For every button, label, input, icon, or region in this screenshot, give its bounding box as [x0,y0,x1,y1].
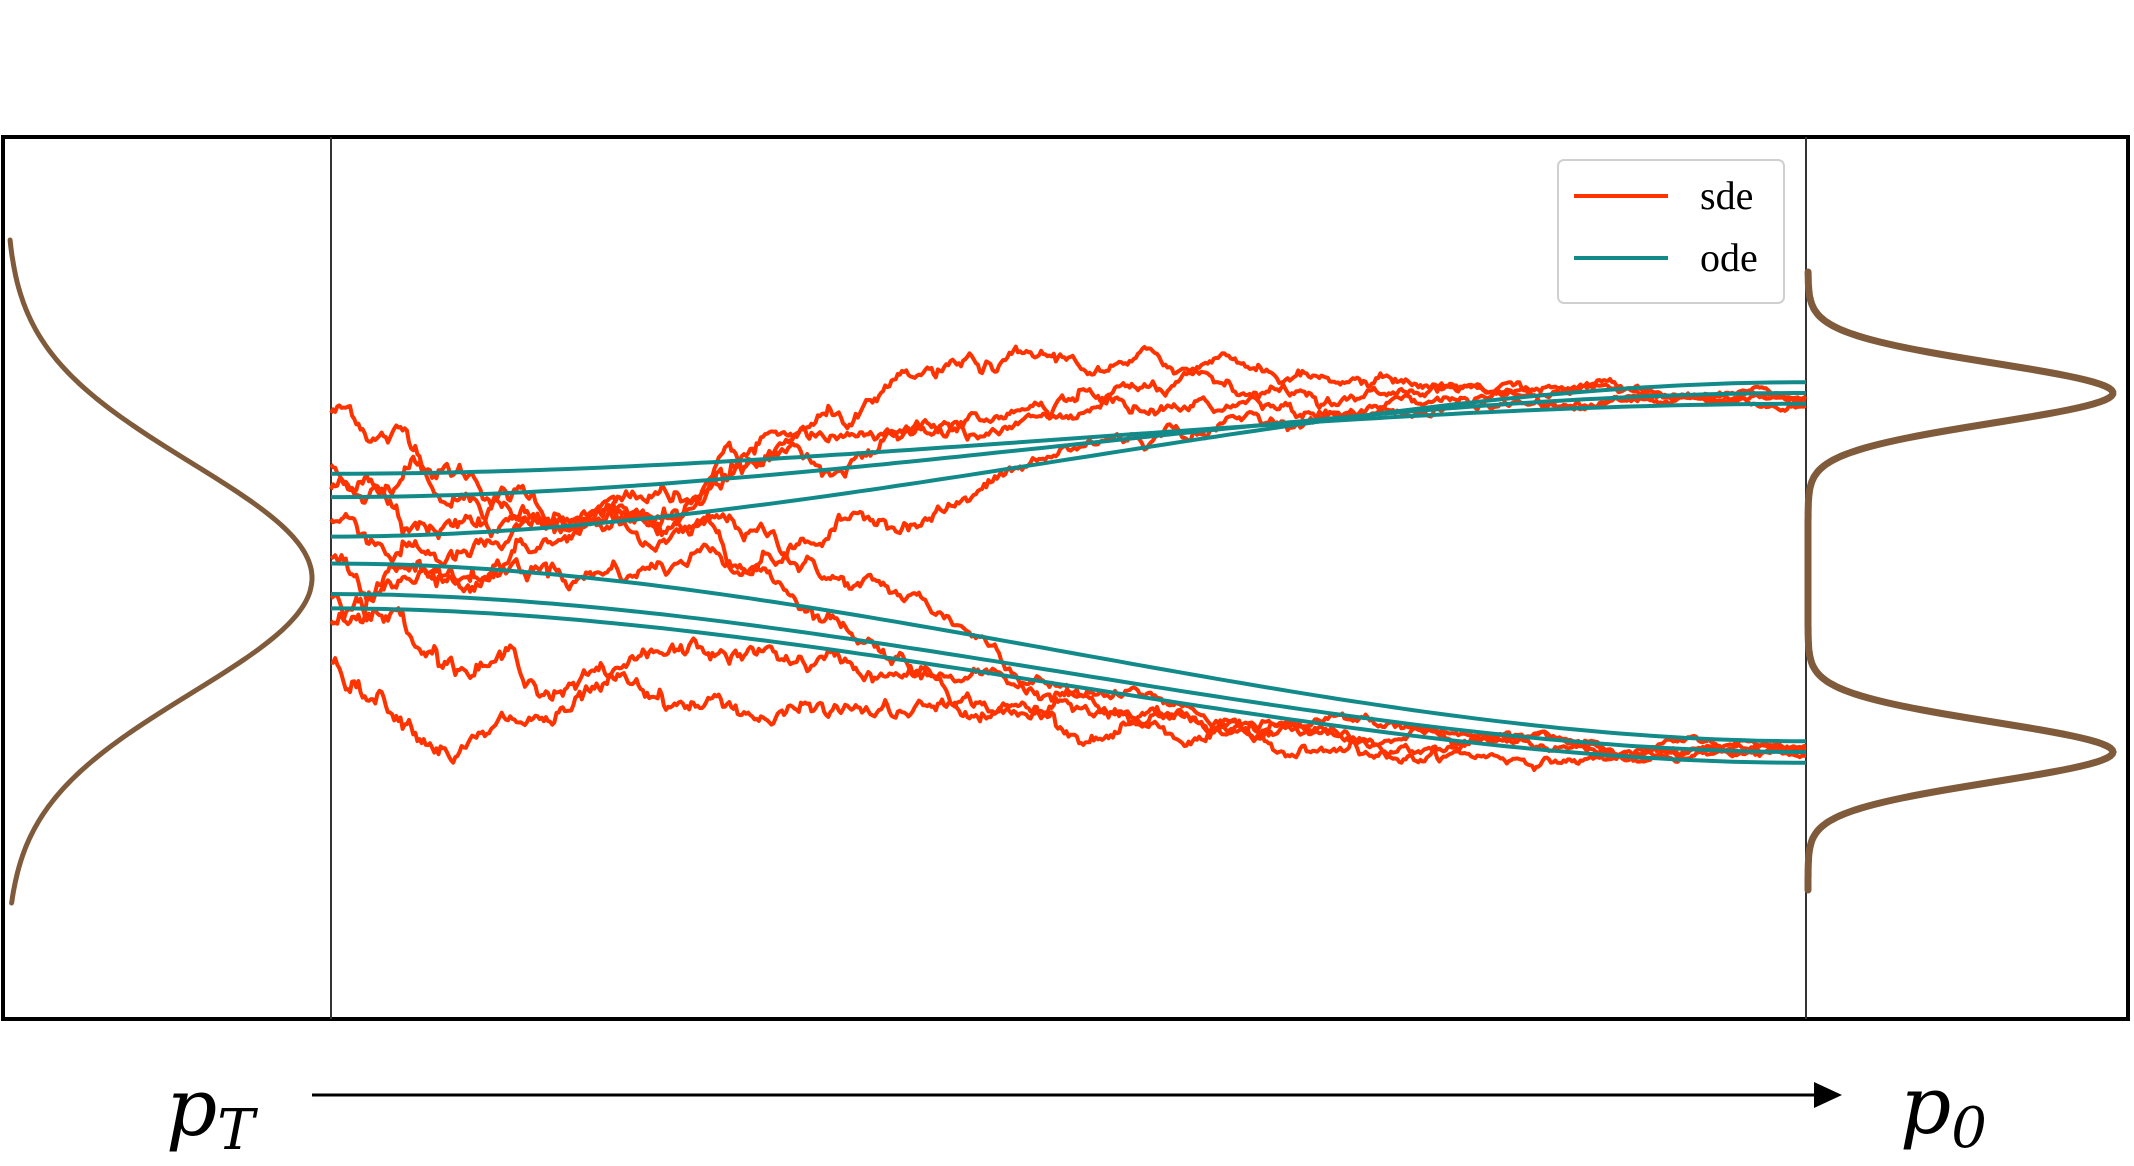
legend-label-ode: ode [1700,235,1758,280]
sde-path [329,403,1807,772]
sde-path [329,344,1808,541]
sde-trajectories [329,344,1808,772]
ode-path [331,606,1807,765]
ode-path [330,592,1806,754]
label-p-0-sub: 0 [1951,1096,1987,1161]
legend-label-sde: sde [1700,173,1753,218]
ode-path [331,401,1806,476]
label-p-T: pT [166,1068,255,1159]
p-0-density-curve [1804,268,2117,894]
outer-frame [1,135,2130,1021]
label-p-0-base: p [1900,1059,1952,1152]
p-T-density-curve [7,237,315,906]
ode-path [331,391,1806,500]
label-p-T-sub: T [217,1098,255,1163]
ode-trajectories [330,380,1807,765]
sde-path [329,380,1807,539]
sde-path [329,351,1807,626]
label-p-T-base: p [166,1061,218,1154]
label-p-0: p0 [1900,1066,1987,1157]
ode-path [330,561,1806,744]
time-arrow [312,1082,1842,1108]
sde-path [330,388,1807,604]
ode-path [331,380,1807,539]
time-arrow-head-icon [1814,1082,1842,1108]
legend: sde ode [1557,159,1785,304]
